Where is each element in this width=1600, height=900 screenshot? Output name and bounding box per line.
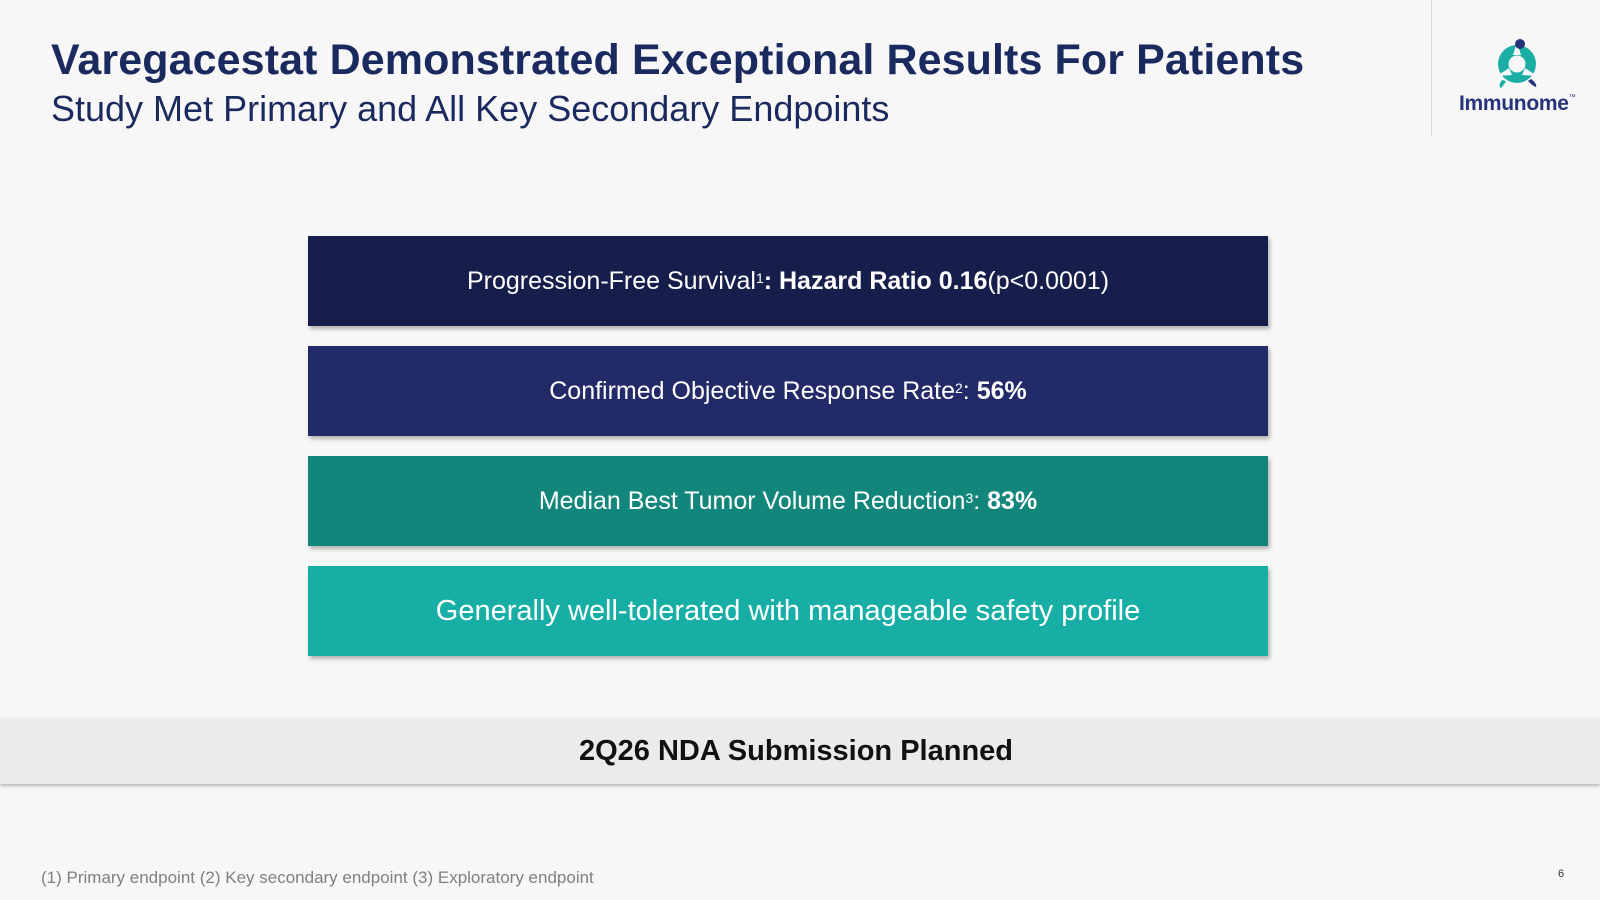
result-value: 56%: [976, 376, 1027, 405]
result-box-safety: Generally well-tolerated with manageable…: [308, 566, 1268, 656]
results-list: Progression-Free Survival 1: Hazard Ratio…: [308, 236, 1268, 676]
slide-title: Varegacestat Demonstrated Exceptional Re…: [51, 36, 1305, 84]
result-label: Confirmed Objective Response Rate: [549, 376, 955, 405]
logo-wordmark: Immunome™: [1459, 92, 1576, 115]
footnote-ref: 2: [955, 380, 963, 396]
company-logo: Immunome™: [1452, 38, 1582, 118]
slide-subtitle: Study Met Primary and All Key Secondary …: [51, 88, 890, 129]
footnote: (1) Primary endpoint (2) Key secondary e…: [41, 868, 594, 887]
footnote-ref: 1: [755, 270, 764, 286]
result-suffix: (p<0.0001): [987, 266, 1110, 295]
immunome-logo-icon: [1497, 39, 1537, 88]
result-value: : Hazard Ratio 0.16: [763, 266, 988, 295]
result-value: 83%: [987, 486, 1038, 515]
result-box-tumor-reduction: Median Best Tumor Volume Reduction 3: 83%: [308, 456, 1268, 546]
footnote-ref: 3: [965, 490, 974, 506]
logo-divider: [1431, 0, 1432, 136]
banner-text: 2Q26 NDA Submission Planned: [578, 734, 1014, 767]
result-box-orr: Confirmed Objective Response Rate 2: 56%: [308, 346, 1268, 436]
page-number: 6: [1558, 868, 1565, 880]
result-label: Generally well-tolerated with manageable…: [435, 594, 1141, 627]
result-box-pfs: Progression-Free Survival 1: Hazard Ratio…: [308, 236, 1268, 326]
result-label: Progression-Free Survival: [466, 266, 756, 295]
nda-banner: 2Q26 NDA Submission Planned: [0, 718, 1600, 784]
result-label: Median Best Tumor Volume Reduction: [538, 486, 966, 515]
result-separator: :: [962, 376, 977, 405]
result-separator: :: [973, 486, 988, 515]
